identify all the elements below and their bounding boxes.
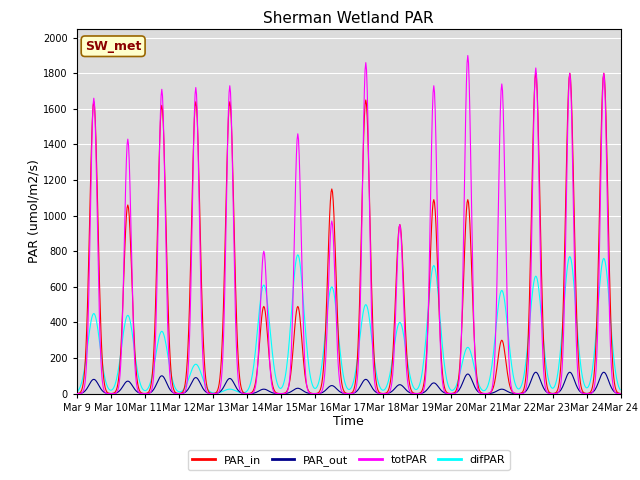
PAR_out <box>73 391 81 396</box>
Legend: PAR_in, PAR_out, totPAR, difPAR: PAR_in, PAR_out, totPAR, difPAR <box>188 450 509 470</box>
Line: PAR_out: PAR_out <box>77 372 620 394</box>
totPAR <box>616 391 624 396</box>
totPAR <box>264 308 271 314</box>
difPAR <box>285 346 292 352</box>
Line: PAR_in: PAR_in <box>77 73 620 394</box>
difPAR <box>73 389 81 395</box>
totPAR <box>464 53 472 59</box>
X-axis label: Time: Time <box>333 415 364 429</box>
difPAR <box>616 387 624 393</box>
PAR_out <box>277 391 285 396</box>
totPAR <box>73 391 81 396</box>
PAR_out <box>264 387 271 393</box>
PAR_in <box>237 381 244 387</box>
Y-axis label: PAR (umol/m2/s): PAR (umol/m2/s) <box>28 159 40 263</box>
totPAR <box>284 387 292 393</box>
difPAR <box>436 316 444 322</box>
difPAR <box>406 372 413 377</box>
difPAR <box>294 252 301 258</box>
Text: SW_met: SW_met <box>85 40 141 53</box>
PAR_out <box>285 390 292 396</box>
PAR_out <box>237 389 244 395</box>
difPAR <box>211 390 219 396</box>
Line: difPAR: difPAR <box>77 255 620 393</box>
difPAR <box>137 382 145 387</box>
Line: totPAR: totPAR <box>77 56 620 394</box>
difPAR <box>237 390 245 396</box>
PAR_out <box>405 389 413 395</box>
Title: Sherman Wetland PAR: Sherman Wetland PAR <box>264 11 434 26</box>
difPAR <box>264 305 272 311</box>
PAR_in <box>616 391 624 396</box>
PAR_out <box>566 370 573 375</box>
PAR_out <box>616 391 624 396</box>
PAR_in <box>277 391 285 396</box>
totPAR <box>404 384 412 389</box>
PAR_out <box>137 390 145 396</box>
totPAR <box>237 388 244 394</box>
PAR_in <box>405 377 413 383</box>
totPAR <box>435 285 443 290</box>
PAR_out <box>436 385 444 391</box>
PAR_in <box>264 331 271 336</box>
totPAR <box>137 391 145 396</box>
PAR_in <box>566 71 573 76</box>
PAR_in <box>73 391 81 396</box>
PAR_in <box>137 389 145 395</box>
PAR_in <box>285 384 292 390</box>
PAR_in <box>436 317 444 323</box>
